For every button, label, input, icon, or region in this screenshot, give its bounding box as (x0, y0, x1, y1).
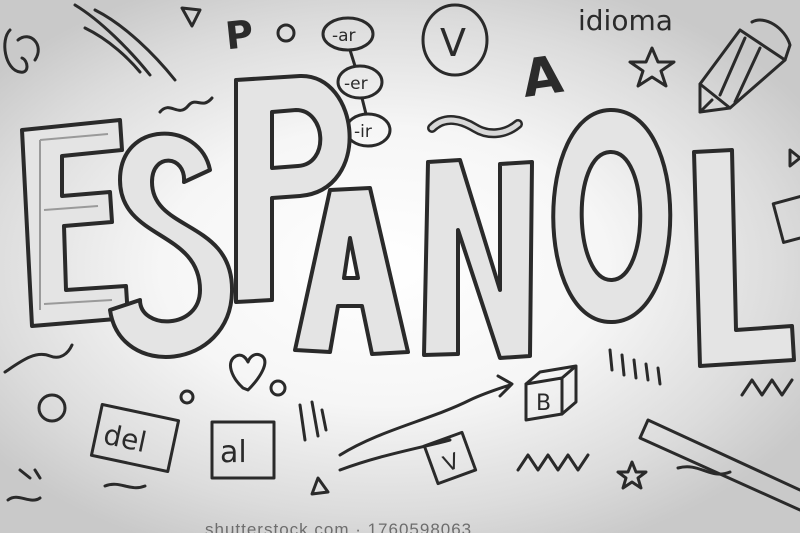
check-v-circle: V (440, 21, 466, 65)
pencil-doodle (698, 18, 792, 114)
ar-oval (321, 16, 375, 52)
letter-a-doodle: A (518, 45, 566, 110)
check-square (422, 430, 478, 486)
idioma-word: idioma (578, 4, 673, 37)
cube-doodle (524, 364, 578, 422)
letter-a (293, 186, 410, 356)
letter-o (551, 107, 673, 325)
watermark: shutterstock.com · 1760598063 (205, 520, 473, 533)
letter-p-doodle: P (223, 12, 255, 59)
heart-doodle (228, 352, 267, 392)
ar-suffix: -ar (332, 26, 356, 46)
letter-p (234, 73, 352, 304)
al-box (210, 420, 276, 480)
al-word: al (220, 435, 247, 470)
swoosh-lines (73, 3, 177, 82)
del-word: del (101, 418, 150, 459)
wave-doodle (3, 343, 74, 374)
letter-n-tilde (422, 158, 534, 360)
star-doodle (628, 46, 676, 88)
zigzag-doodle (516, 453, 590, 472)
cube-letter-b: B (536, 391, 551, 416)
ir-suffix: -ir (354, 122, 372, 142)
squiggle-doodle (158, 96, 214, 114)
er-oval (336, 64, 384, 100)
letter-e (20, 118, 130, 328)
ear-doodle (3, 28, 40, 74)
letter-l (692, 148, 796, 368)
letter-s (108, 131, 235, 359)
triangle-doodle (180, 6, 202, 28)
small-circle (276, 23, 296, 43)
arrow-doodle (338, 374, 514, 457)
stick-doodle (638, 418, 800, 512)
headline-espanol (20, 73, 796, 368)
check-circle (421, 3, 489, 77)
check-v-square: V (440, 449, 463, 478)
er-suffix: -er (344, 74, 368, 94)
del-box (89, 402, 181, 474)
